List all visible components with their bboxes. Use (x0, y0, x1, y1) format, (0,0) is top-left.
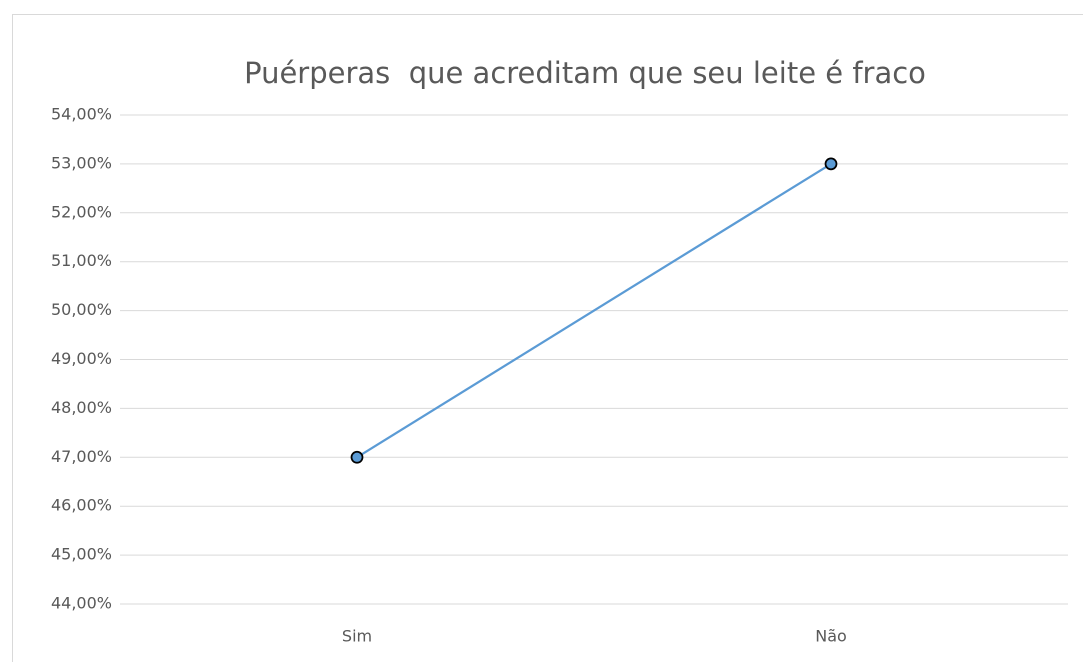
x-tick-label: Não (815, 627, 847, 646)
y-tick-label: 46,00% (51, 496, 112, 515)
y-tick-label: 49,00% (51, 349, 112, 368)
y-tick-label: 50,00% (51, 300, 112, 319)
y-tick-label: 44,00% (51, 594, 112, 613)
chart-title: Puérperas que acreditam que seu leite é … (244, 56, 926, 90)
y-tick-label: 53,00% (51, 153, 112, 172)
data-point (824, 157, 838, 171)
y-tick-label: 52,00% (51, 202, 112, 221)
x-tick-label: Sim (342, 627, 372, 646)
y-tick-label: 47,00% (51, 447, 112, 466)
data-point (350, 450, 364, 464)
data-line (356, 162, 832, 459)
y-tick-label: 48,00% (51, 398, 112, 417)
y-tick-label: 45,00% (51, 545, 112, 564)
y-tick-label: 51,00% (51, 251, 112, 270)
y-tick-label: 54,00% (51, 105, 112, 124)
